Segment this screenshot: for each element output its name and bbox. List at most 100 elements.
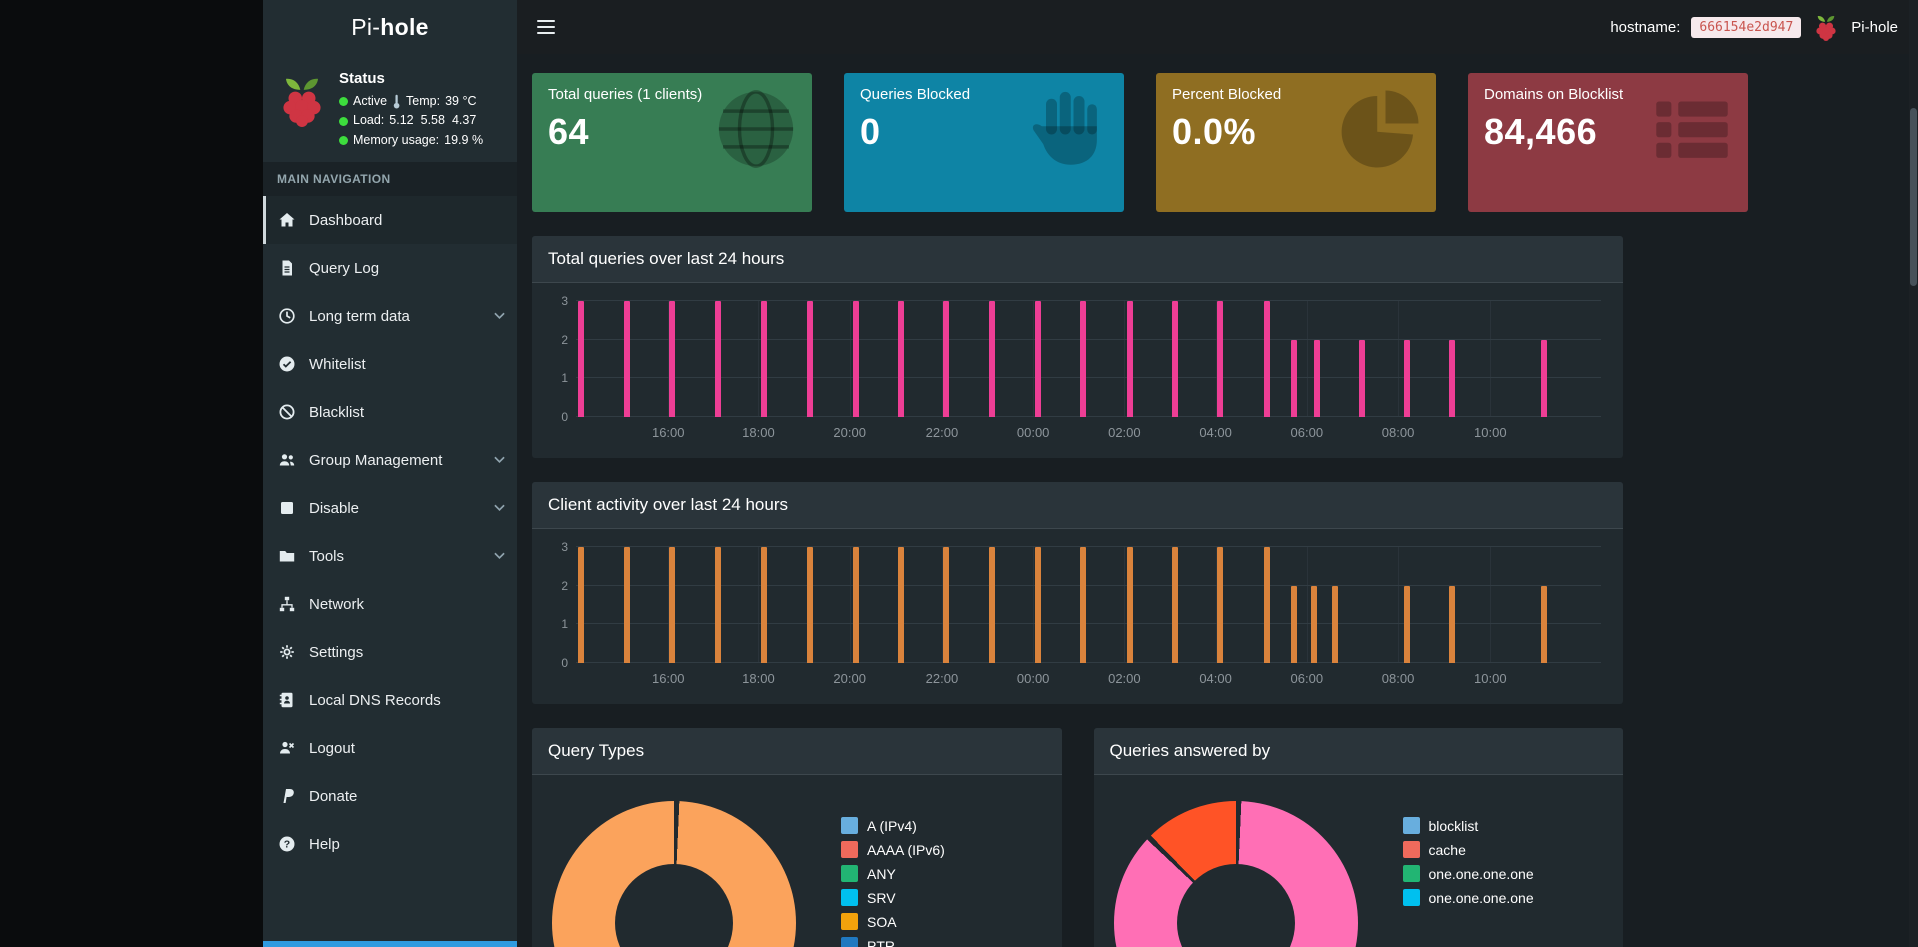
y-axis-tick-label: 2: [561, 332, 568, 347]
donut-panels-row: Query Types A (IPv4) AAAA (IPv6) ANY SRV SOA…: [532, 728, 1623, 947]
horizontal-gridline: [576, 584, 1601, 586]
donate-icon: [279, 788, 298, 805]
legend-item-blocklist[interactable]: blocklist: [1402, 817, 1534, 834]
brand-text-bold: hole: [380, 13, 429, 40]
legend-item-aaaa-ipv6-[interactable]: AAAA (IPv6): [841, 841, 945, 858]
legend-item-one-one-one-one[interactable]: one.one.one.one: [1402, 889, 1534, 906]
query-types-donut-chart[interactable]: [552, 801, 796, 947]
svg-text:?: ?: [284, 839, 290, 851]
legend-item-any[interactable]: ANY: [841, 865, 945, 882]
status-load-line: Load: 5.12 5.58 4.37: [339, 111, 483, 130]
sidebar-item-label: Query Log: [309, 259, 380, 277]
vertical-gridline: [1124, 547, 1126, 663]
stop-icon: [279, 500, 298, 517]
hostname-label: hostname:: [1610, 18, 1681, 36]
chart-bar: [715, 547, 722, 663]
file-icon: [279, 260, 298, 277]
chart-bar: [1263, 301, 1270, 417]
vertical-gridline: [1033, 301, 1035, 417]
scrollbar-thumb[interactable]: [1910, 108, 1917, 286]
sidebar-footer-strip: [263, 941, 517, 947]
x-axis-tick-label: 00:00: [1016, 671, 1050, 686]
brand-logo-link[interactable]: Pi-hole: [263, 0, 517, 54]
answered-by-donut-chart[interactable]: [1113, 801, 1358, 947]
status-memory-line: Memory usage: 19.9 %: [339, 131, 483, 150]
sidebar-item-tools[interactable]: Tools: [263, 532, 517, 580]
chart-bar: [1311, 585, 1317, 663]
chart-bar: [852, 301, 859, 417]
chart-bar: [989, 301, 996, 417]
legend-item-ptr[interactable]: PTR: [841, 937, 945, 947]
legend-item-one-one-one-one[interactable]: one.one.one.one: [1402, 865, 1534, 882]
vertical-gridline: [849, 301, 851, 417]
status-panel: Status Active Temp: 39 °C Load: 5.12: [263, 54, 517, 162]
memory-label: Memory usage:: [353, 132, 440, 147]
card-queries-blocked: Queries Blocked 0: [844, 73, 1124, 212]
sidebar-item-help[interactable]: ? Help: [263, 820, 517, 868]
legend-swatch: [1402, 865, 1420, 882]
y-axis-tick-label: 0: [561, 410, 568, 424]
chart-bar: [1263, 547, 1270, 663]
legend-swatch: [841, 913, 858, 930]
status-dot: [339, 116, 348, 126]
legend-item-srv[interactable]: SRV: [841, 889, 945, 906]
donut-hole: [615, 864, 733, 947]
sidebar-item-settings[interactable]: Settings: [263, 628, 517, 676]
sidebar-item-group-management[interactable]: Group Management: [263, 436, 517, 484]
legend-swatch: [841, 817, 858, 834]
pie-chart-icon: [1336, 85, 1424, 173]
legend-swatch: [1402, 817, 1420, 834]
chart-bar: [943, 301, 950, 417]
chart-bar: [1126, 301, 1133, 417]
vertical-gridline: [1124, 301, 1126, 417]
sidebar-item-long-term-data[interactable]: Long term data: [263, 292, 517, 340]
sidebar-item-label: Long term data: [309, 307, 410, 325]
sidebar-item-dashboard[interactable]: Dashboard: [263, 196, 517, 245]
thermometer-icon: [392, 94, 401, 109]
panel-title-answered-by: Queries answered by: [1093, 728, 1623, 775]
status-dot: [339, 135, 348, 145]
clients-bar-chart[interactable]: 16:00 18:00 20:00 22:00 00:00 02:00 04:00 06:00…: [561, 540, 1601, 693]
x-axis-tick-label: 08:00: [1381, 671, 1415, 686]
app-window: Pi-hole hostname: 666154e2d947: [263, 0, 1918, 947]
chart-bar: [1449, 585, 1456, 663]
status-title: Status: [339, 70, 385, 87]
vertical-gridline: [1215, 301, 1217, 417]
card-label: Total queries (1 clients): [548, 86, 703, 103]
sidebar-item-network[interactable]: Network: [263, 580, 517, 628]
chart-bar: [715, 301, 722, 417]
x-axis-tick-label: 16:00: [651, 425, 685, 440]
y-axis-tick-label: 2: [561, 578, 568, 593]
sidebar-item-logout[interactable]: Logout: [263, 724, 517, 772]
legend-item-a-ipv4-[interactable]: A (IPv4): [841, 817, 945, 834]
vertical-gridline: [758, 301, 760, 417]
sidebar-toggle-button[interactable]: [517, 20, 575, 34]
raspberry-logo: [275, 67, 329, 127]
chart-bar: [1216, 547, 1223, 663]
sidebar-item-label: Group Management: [309, 451, 443, 469]
navbar-right: hostname: 666154e2d947 Pi-hole: [1610, 13, 1918, 41]
vertical-gridline: [668, 547, 670, 663]
y-axis-tick-label: 1: [561, 617, 568, 632]
sidebar-item-disable[interactable]: Disable: [263, 484, 517, 532]
check-circle-icon: [279, 356, 298, 373]
chart-bar: [760, 301, 767, 417]
legend-item-soa[interactable]: SOA: [841, 913, 945, 930]
legend-label: blocklist: [1428, 817, 1479, 834]
address-book-icon: [279, 692, 298, 709]
queries-bar-chart[interactable]: 16:00 18:00 20:00 22:00 00:00 02:00 04:00 06:00…: [561, 294, 1601, 447]
sidebar-item-whitelist[interactable]: Whitelist: [263, 340, 517, 388]
app-name-link[interactable]: Pi-hole: [1851, 18, 1898, 36]
chart-bar: [1290, 339, 1297, 417]
legend-item-cache[interactable]: cache: [1402, 841, 1534, 858]
vertical-gridline: [941, 547, 943, 663]
sidebar-item-donate[interactable]: Donate: [263, 772, 517, 820]
sidebar-item-query-log[interactable]: Query Log: [263, 244, 517, 292]
vertical-gridline: [1306, 301, 1308, 417]
page-scrollbar[interactable]: [1909, 0, 1918, 947]
chart-bar: [760, 547, 767, 663]
chart-bar: [943, 547, 950, 663]
sidebar-item-blacklist[interactable]: Blacklist: [263, 388, 517, 436]
sidebar-item-local-dns-records[interactable]: Local DNS Records: [263, 676, 517, 724]
chart-bar: [1404, 339, 1411, 417]
